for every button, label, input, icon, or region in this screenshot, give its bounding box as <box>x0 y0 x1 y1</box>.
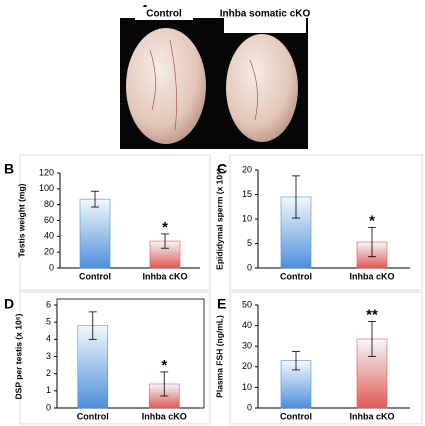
label-box <box>224 7 306 33</box>
y-tick-label: 40 <box>44 231 54 241</box>
x-tick-label: Control <box>280 411 312 421</box>
y-axis-label: Epididymal sperm (x 10⁶) <box>214 168 224 270</box>
y-tick-label: 0 <box>46 402 51 412</box>
y-tick-label: 10 <box>242 213 252 223</box>
photo-panel: A Control Inhba somatic cKO <box>120 2 311 149</box>
y-tick-label: 0 <box>49 262 54 272</box>
y-tick-label: 3 <box>46 351 51 361</box>
y-axis-label: Plasma FSH (ng/mL) <box>214 315 224 398</box>
x-tick-label: Inhba cKO <box>349 411 394 421</box>
y-tick-label: 2 <box>46 368 51 378</box>
x-tick-label: Inhba cKO <box>349 271 394 281</box>
y-tick-label: 5 <box>46 317 51 327</box>
label-box <box>135 7 193 20</box>
bar <box>79 198 111 269</box>
y-tick-label: 60 <box>44 215 54 225</box>
y-tick-label: 50 <box>242 299 252 309</box>
panel-frame <box>19 291 211 425</box>
y-tick-label: 80 <box>44 199 54 209</box>
y-tick-label: 100 <box>39 183 54 193</box>
y-tick-label: 0 <box>247 262 252 272</box>
significance: * <box>161 357 167 374</box>
y-tick-label: 4 <box>46 334 51 344</box>
x-tick-label: Control <box>79 271 111 281</box>
y-tick-label: 20 <box>242 361 252 371</box>
x-tick-label: Control <box>280 271 312 281</box>
panel-letter: E <box>217 296 226 312</box>
y-tick-label: 6 <box>46 299 51 309</box>
testis-control <box>126 28 206 144</box>
y-tick-label: 0 <box>247 402 252 412</box>
significance: * <box>162 219 168 236</box>
y-tick-label: 30 <box>242 341 252 351</box>
y-tick-label: 1 <box>46 385 51 395</box>
significance: * <box>369 212 375 229</box>
panel-frame <box>229 154 423 291</box>
y-tick-label: 20 <box>242 164 252 174</box>
y-tick-label: 20 <box>44 247 54 257</box>
x-tick-label: Control <box>77 411 109 421</box>
y-tick-label: 40 <box>242 320 252 330</box>
y-tick-label: 5 <box>247 238 252 248</box>
panel-frame <box>229 291 423 425</box>
panel-frame <box>19 154 211 291</box>
x-tick-label: Inhba cKO <box>142 411 187 421</box>
y-tick-label: 120 <box>39 167 54 177</box>
panel-letter: D <box>4 296 14 312</box>
significance: ** <box>366 306 378 323</box>
photo-label: Inhba somatic cKO <box>220 9 311 20</box>
y-tick-label: 15 <box>242 189 252 199</box>
panel-letter: C <box>217 161 227 177</box>
testis-cko <box>226 34 298 142</box>
y-axis-label: Testis weight (mg) <box>16 183 26 257</box>
photo-label: Control <box>146 9 182 20</box>
panel-letter: B <box>4 161 14 177</box>
y-axis-label: DSP per testis (x 10⁶) <box>13 313 23 399</box>
vessels <box>149 39 258 131</box>
x-tick-label: Inhba cKO <box>142 271 187 281</box>
y-tick-label: 10 <box>242 382 252 392</box>
